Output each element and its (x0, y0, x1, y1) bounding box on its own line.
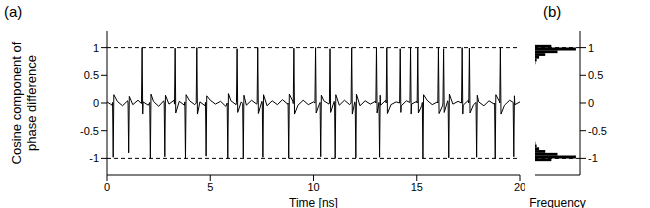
html-text:Cosine component of phase diff: Cosine component of phase difference (9, 41, 39, 165)
svg-text:0.5: 0.5 (588, 69, 603, 81)
html-text:(b): (b) (543, 3, 562, 20)
svg-text:0: 0 (104, 181, 110, 193)
svg-text:-1: -1 (588, 152, 598, 164)
svg-text:-0.5: -0.5 (80, 125, 99, 137)
svg-text:20: 20 (514, 181, 525, 193)
svg-text:1: 1 (588, 42, 594, 54)
svg-text:15: 15 (411, 181, 423, 193)
svg-text:10: 10 (307, 181, 319, 193)
svg-text:Frequency: Frequency (529, 196, 586, 208)
svg-text:-1: -1 (89, 152, 99, 164)
html-text:(a): (a) (4, 3, 23, 20)
svg-text:0: 0 (93, 97, 99, 109)
svg-text:Time [ns]: Time [ns] (289, 196, 338, 208)
svg-text:1: 1 (93, 42, 99, 54)
svg-text:5: 5 (207, 181, 213, 193)
svg-text:-0.5: -0.5 (588, 125, 607, 137)
svg-text:0.5: 0.5 (84, 69, 99, 81)
svg-text:0: 0 (588, 97, 594, 109)
